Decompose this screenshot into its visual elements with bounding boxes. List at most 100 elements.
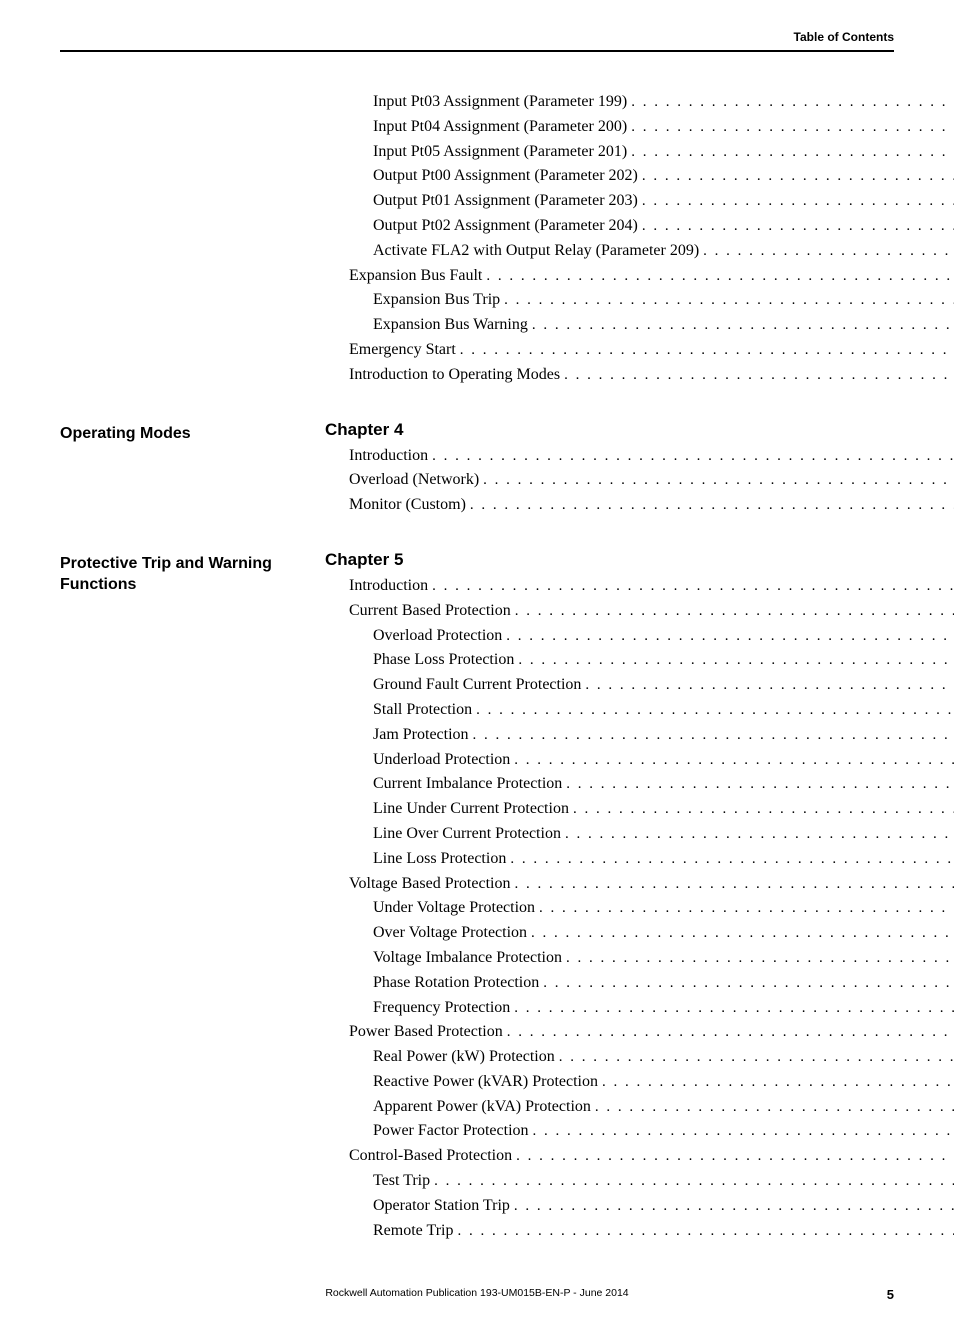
toc-entry-label: Output Pt02 Assignment (Parameter 204): [373, 214, 638, 239]
toc-entry-label: Power Based Protection: [349, 1020, 503, 1045]
toc-leader-dots: [561, 823, 954, 846]
toc-block-left: Operating Modes: [60, 388, 325, 518]
toc-entry: Phase Rotation Protection144: [325, 971, 954, 996]
toc-leader-dots: [428, 575, 954, 598]
toc-entry-label: Real Power (kW) Protection: [373, 1045, 555, 1070]
toc-entry: Introduction to Operating Modes73: [325, 363, 954, 388]
toc-entry-label: Input Pt05 Assignment (Parameter 201): [373, 140, 627, 165]
toc-entry: Output Pt00 Assignment (Parameter 202)68: [325, 164, 954, 189]
toc-entry-label: Line Under Current Protection: [373, 797, 569, 822]
toc-entry: Current Based Protection77: [325, 599, 954, 624]
toc-entry: Overload Protection80: [325, 624, 954, 649]
toc-entry: Real Power (kW) Protection155: [325, 1045, 954, 1070]
toc-entry: Operator Station Trip197: [325, 1194, 954, 1219]
toc-entry: Overload (Network)75: [325, 468, 954, 493]
toc-leader-dots: [627, 141, 954, 164]
toc-leader-dots: [539, 972, 954, 995]
toc-leader-dots: [510, 1195, 954, 1218]
toc-block: Input Pt03 Assignment (Parameter 199)66I…: [60, 90, 894, 388]
toc-leader-dots: [430, 1170, 954, 1193]
toc-leader-dots: [469, 724, 954, 747]
toc-leader-dots: [472, 699, 954, 722]
toc-entry-label: Overload (Network): [349, 468, 479, 493]
toc-entry: Line Over Current Protection117: [325, 822, 954, 847]
toc-entry-label: Power Factor Protection: [373, 1119, 529, 1144]
toc-leader-dots: [503, 1021, 954, 1044]
toc-leader-dots: [529, 1120, 954, 1143]
toc-leader-dots: [638, 190, 954, 213]
toc-block: Operating ModesChapter 4Introduction75Ov…: [60, 388, 894, 518]
toc-block-right: Chapter 5Introduction77Current Based Pro…: [325, 518, 954, 1244]
toc-leader-dots: [510, 749, 954, 772]
toc-entry-label: Voltage Imbalance Protection: [373, 946, 562, 971]
toc-entry-label: Remote Trip: [373, 1219, 453, 1244]
section-title: Protective Trip and Warning Functions: [60, 554, 305, 596]
toc-entry-label: Introduction: [349, 444, 428, 469]
page-footer: Rockwell Automation Publication 193-UM01…: [60, 1287, 894, 1302]
toc-leader-dots: [510, 997, 954, 1020]
toc-entry: Reactive Power (kVAR) Protection162: [325, 1070, 954, 1095]
toc-leader-dots: [528, 314, 954, 337]
toc-entry-label: Ground Fault Current Protection: [373, 673, 581, 698]
toc-entry: Power Based Protection152: [325, 1020, 954, 1045]
toc-entry: Monitor (Custom)76: [325, 493, 954, 518]
toc-leader-dots: [527, 922, 954, 945]
toc-leader-dots: [535, 897, 954, 920]
toc-entry-label: Under Voltage Protection: [373, 896, 535, 921]
toc-entry: Under Voltage Protection135: [325, 896, 954, 921]
toc-leader-dots: [562, 947, 954, 970]
toc-entry: Voltage Imbalance Protection141: [325, 946, 954, 971]
toc-entry-label: Jam Protection: [373, 723, 469, 748]
toc-entry-label: Expansion Bus Warning: [373, 313, 528, 338]
toc-entry: Line Loss Protection125: [325, 847, 954, 872]
toc-entry: Output Pt02 Assignment (Parameter 204)69: [325, 214, 954, 239]
toc-entry-label: Over Voltage Protection: [373, 921, 527, 946]
toc-entry-label: Line Loss Protection: [373, 847, 506, 872]
toc-leader-dots: [591, 1096, 954, 1119]
footer-page-number: 5: [887, 1287, 894, 1302]
toc-leader-dots: [479, 469, 954, 492]
toc-entry: Introduction75: [325, 444, 954, 469]
toc-entry-label: Output Pt01 Assignment (Parameter 203): [373, 189, 638, 214]
toc-leader-dots: [581, 674, 954, 697]
toc-leader-dots: [638, 215, 954, 238]
toc-entry-label: Current Based Protection: [349, 599, 511, 624]
toc-leader-dots: [466, 494, 954, 517]
toc-entry-label: Operator Station Trip: [373, 1194, 510, 1219]
toc-entry: Voltage Based Protection132: [325, 872, 954, 897]
toc-entry-label: Test Trip: [373, 1169, 430, 1194]
toc-entry: Remote Trip198: [325, 1219, 954, 1244]
toc-leader-dots: [598, 1071, 954, 1094]
toc-entry: Frequency Protection146: [325, 996, 954, 1021]
toc-entry: Expansion Bus Fault69: [325, 264, 954, 289]
toc-block-right: Chapter 4 Introduction75Overload (Network…: [325, 388, 954, 518]
toc-entry-label: Underload Protection: [373, 748, 510, 773]
toc-leader-dots: [512, 1145, 954, 1168]
toc-entry-label: Phase Loss Protection: [373, 648, 514, 673]
toc-block-right: Input Pt03 Assignment (Parameter 199)66I…: [325, 90, 954, 388]
toc-leader-dots: [428, 445, 954, 468]
toc-entry: Jam Protection98: [325, 723, 954, 748]
toc-entry-label: Monitor (Custom): [349, 493, 466, 518]
toc-entry-label: Expansion Bus Trip: [373, 288, 500, 313]
toc-leader-dots: [511, 600, 954, 623]
toc-entry: Input Pt04 Assignment (Parameter 200)66: [325, 115, 954, 140]
toc-entry: Apparent Power (kVA) Protection175: [325, 1095, 954, 1120]
toc-entry: Underload Protection101: [325, 748, 954, 773]
chapter-heading: Chapter 4: [325, 420, 954, 440]
toc-entry-label: Emergency Start: [349, 338, 456, 363]
toc-entry-label: Output Pt00 Assignment (Parameter 202): [373, 164, 638, 189]
toc-leader-dots: [562, 773, 954, 796]
toc-entry: Phase Loss Protection87: [325, 648, 954, 673]
toc-entry: Ground Fault Current Protection89: [325, 673, 954, 698]
toc-block-left: [60, 90, 325, 388]
toc-leader-dots: [569, 798, 954, 821]
toc-leader-dots: [555, 1046, 954, 1069]
toc-leader-dots: [560, 364, 954, 387]
toc-entry-label: Expansion Bus Fault: [349, 264, 482, 289]
toc-leader-dots: [500, 289, 954, 312]
toc-entry-label: Stall Protection: [373, 698, 472, 723]
toc-entry-label: Reactive Power (kVAR) Protection: [373, 1070, 598, 1095]
toc-entry: Stall Protection96: [325, 698, 954, 723]
page-container: Table of Contents Input Pt03 Assignment …: [0, 0, 954, 1332]
